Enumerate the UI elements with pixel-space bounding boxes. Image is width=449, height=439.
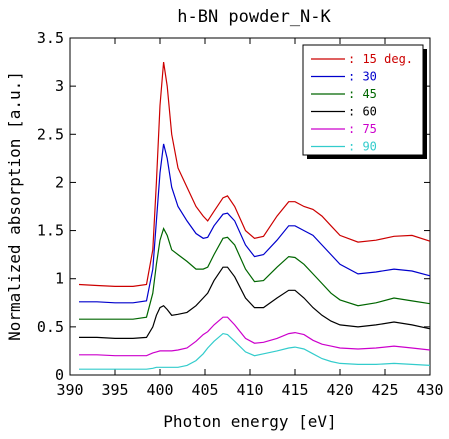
x-axis-tick-labels: 390 395 400 405 410 415 420 425 430: [56, 381, 443, 399]
series-line-2: [79, 227, 431, 320]
x-axis-title: Photon energy [eV]: [163, 412, 336, 431]
y-tick-label: 2: [55, 173, 64, 191]
y-tick-label: 3.5: [37, 29, 64, 47]
x-tick-label: 390: [56, 381, 83, 399]
series-line-3: [79, 266, 431, 339]
x-tick-label: 410: [236, 381, 263, 399]
legend: : 15 deg. : 30 : 45 : 60 : 75 : 90: [302, 44, 427, 159]
y-axis-title: Normalized absorption [a.u.]: [5, 71, 24, 341]
legend-label-0: : 15 deg.: [348, 52, 413, 66]
series-line-1: [79, 143, 431, 304]
y-tick-label: 0.5: [37, 318, 64, 336]
x-tick-label: 415: [281, 381, 308, 399]
x-axis-ticks: [69, 38, 431, 375]
legend-label-1: : 30: [348, 70, 377, 84]
chart-title: h-BN powder_N-K: [177, 7, 331, 27]
x-tick-label: 425: [371, 381, 398, 399]
x-tick-label: 430: [416, 381, 443, 399]
x-tick-label: 400: [146, 381, 173, 399]
y-axis-ticks: [70, 37, 430, 376]
series-line-5: [79, 332, 431, 370]
y-tick-label: 3: [55, 77, 64, 95]
legend-label-5: : 90: [348, 140, 377, 154]
legend-label-3: : 60: [348, 105, 377, 119]
y-tick-label: 2.5: [37, 125, 64, 143]
series-line-4: [79, 316, 431, 357]
series-line-0: [78, 62, 431, 287]
x-tick-label: 395: [101, 381, 128, 399]
x-tick-label: 405: [191, 381, 218, 399]
series-lines: [78, 62, 431, 370]
legend-box: [302, 44, 424, 156]
y-tick-label: 1.5: [37, 222, 64, 240]
y-tick-label: 0: [55, 366, 64, 384]
y-axis-tick-labels: 0 0.5 1 1.5 2 2.5 3 3.5: [37, 29, 64, 384]
x-tick-label: 420: [326, 381, 353, 399]
legend-label-2: : 45: [348, 87, 377, 101]
legend-label-4: : 75: [348, 122, 377, 136]
y-tick-label: 1: [55, 270, 64, 288]
